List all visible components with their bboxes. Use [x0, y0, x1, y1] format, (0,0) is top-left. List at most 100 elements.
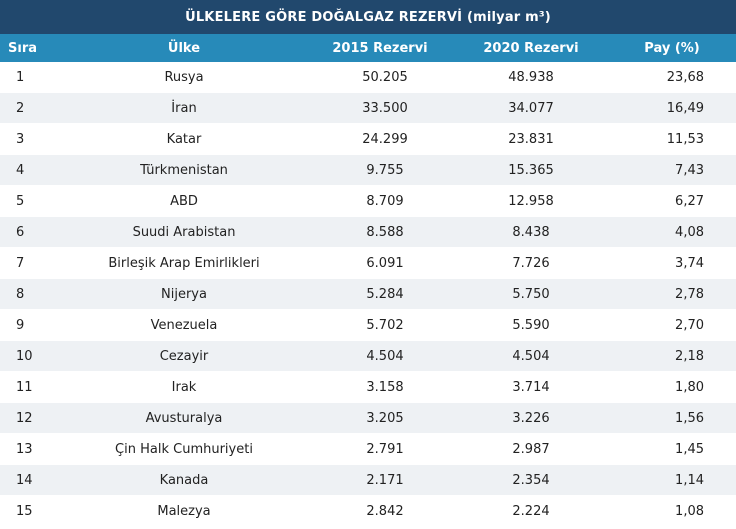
table-body: 1 Rusya 50.205 48.938 23,68 2 İran 33.500 34.077… — [0, 62, 736, 527]
cell-country: Malezya — [62, 495, 306, 527]
cell-reserve-2015: 8.588 — [306, 216, 454, 248]
table-row: 14 Kanada 2.171 2.354 1,14 — [0, 464, 736, 496]
cell-country: Katar — [62, 123, 306, 155]
cell-share: 4,08 — [608, 216, 736, 248]
cell-rank: 14 — [0, 464, 62, 496]
cell-reserve-2020: 2.354 — [454, 464, 608, 496]
cell-country: Nijerya — [62, 278, 306, 310]
cell-reserve-2020: 2.987 — [454, 433, 608, 465]
table-row: 8 Nijerya 5.284 5.750 2,78 — [0, 278, 736, 310]
table-row: 3 Katar 24.299 23.831 11,53 — [0, 123, 736, 155]
table-row: 4 Türkmenistan 9.755 15.365 7,43 — [0, 154, 736, 186]
cell-reserve-2015: 3.205 — [306, 402, 454, 434]
cell-rank: 9 — [0, 309, 62, 341]
cell-rank: 2 — [0, 92, 62, 124]
cell-reserve-2020: 15.365 — [454, 154, 608, 186]
cell-reserve-2020: 7.726 — [454, 247, 608, 279]
cell-reserve-2015: 5.702 — [306, 309, 454, 341]
cell-rank: 3 — [0, 123, 62, 155]
cell-rank: 12 — [0, 402, 62, 434]
cell-country: Türkmenistan — [62, 154, 306, 186]
cell-reserve-2020: 2.224 — [454, 495, 608, 527]
cell-reserve-2020: 48.938 — [454, 62, 608, 93]
cell-country: Cezayir — [62, 340, 306, 372]
cell-share: 7,43 — [608, 154, 736, 186]
cell-reserve-2020: 5.590 — [454, 309, 608, 341]
table-row: 12 Avusturalya 3.205 3.226 1,56 — [0, 402, 736, 434]
cell-rank: 11 — [0, 371, 62, 403]
cell-share: 2,78 — [608, 278, 736, 310]
cell-share: 2,18 — [608, 340, 736, 372]
table-row: 1 Rusya 50.205 48.938 23,68 — [0, 62, 736, 93]
cell-country: Birleşik Arap Emirlikleri — [62, 247, 306, 279]
cell-country: Çin Halk Cumhuriyeti — [62, 433, 306, 465]
cell-reserve-2020: 23.831 — [454, 123, 608, 155]
cell-reserve-2015: 8.709 — [306, 185, 454, 217]
cell-reserve-2015: 2.842 — [306, 495, 454, 527]
cell-rank: 5 — [0, 185, 62, 217]
cell-reserve-2015: 24.299 — [306, 123, 454, 155]
cell-rank: 7 — [0, 247, 62, 279]
cell-country: Venezuela — [62, 309, 306, 341]
cell-share: 1,08 — [608, 495, 736, 527]
cell-country: Avusturalya — [62, 402, 306, 434]
cell-share: 16,49 — [608, 92, 736, 124]
cell-share: 23,68 — [608, 62, 736, 93]
cell-reserve-2015: 50.205 — [306, 62, 454, 93]
header-rank: Sıra — [0, 34, 62, 62]
header-country: Ülke — [62, 34, 306, 62]
table-row: 2 İran 33.500 34.077 16,49 — [0, 92, 736, 124]
cell-country: İran — [62, 92, 306, 124]
cell-reserve-2020: 4.504 — [454, 340, 608, 372]
cell-reserve-2015: 2.171 — [306, 464, 454, 496]
table-row: 15 Malezya 2.842 2.224 1,08 — [0, 495, 736, 527]
cell-reserve-2020: 3.226 — [454, 402, 608, 434]
cell-reserve-2015: 3.158 — [306, 371, 454, 403]
cell-share: 2,70 — [608, 309, 736, 341]
table-row: 7 Birleşik Arap Emirlikleri 6.091 7.726 3,74 — [0, 247, 736, 279]
header-reserve-2020: 2020 Rezervi — [454, 34, 608, 62]
cell-rank: 8 — [0, 278, 62, 310]
table-title: ÜLKELERE GÖRE DOĞALGAZ REZERVİ (milyar m… — [0, 0, 736, 34]
table-row: 10 Cezayir 4.504 4.504 2,18 — [0, 340, 736, 372]
cell-reserve-2015: 5.284 — [306, 278, 454, 310]
cell-reserve-2020: 34.077 — [454, 92, 608, 124]
header-reserve-2015: 2015 Rezervi — [306, 34, 454, 62]
cell-rank: 10 — [0, 340, 62, 372]
cell-reserve-2020: 8.438 — [454, 216, 608, 248]
reserve-table: Sıra Ülke 2015 Rezervi 2020 Rezervi Pay … — [0, 34, 736, 527]
cell-reserve-2015: 4.504 — [306, 340, 454, 372]
cell-rank: 13 — [0, 433, 62, 465]
cell-reserve-2015: 6.091 — [306, 247, 454, 279]
cell-rank: 4 — [0, 154, 62, 186]
cell-share: 1,45 — [608, 433, 736, 465]
cell-share: 1,56 — [608, 402, 736, 434]
cell-share: 1,14 — [608, 464, 736, 496]
cell-country: Suudi Arabistan — [62, 216, 306, 248]
cell-country: ABD — [62, 185, 306, 217]
cell-country: Irak — [62, 371, 306, 403]
cell-share: 1,80 — [608, 371, 736, 403]
cell-rank: 1 — [0, 62, 62, 93]
cell-reserve-2015: 9.755 — [306, 154, 454, 186]
cell-share: 3,74 — [608, 247, 736, 279]
cell-reserve-2015: 33.500 — [306, 92, 454, 124]
cell-country: Kanada — [62, 464, 306, 496]
cell-rank: 6 — [0, 216, 62, 248]
cell-reserve-2020: 3.714 — [454, 371, 608, 403]
table-row: 9 Venezuela 5.702 5.590 2,70 — [0, 309, 736, 341]
cell-rank: 15 — [0, 495, 62, 527]
cell-reserve-2020: 5.750 — [454, 278, 608, 310]
cell-reserve-2015: 2.791 — [306, 433, 454, 465]
cell-reserve-2020: 12.958 — [454, 185, 608, 217]
table-row: 13 Çin Halk Cumhuriyeti 2.791 2.987 1,45 — [0, 433, 736, 465]
header-row: Sıra Ülke 2015 Rezervi 2020 Rezervi Pay … — [0, 34, 736, 62]
table-row: 11 Irak 3.158 3.714 1,80 — [0, 371, 736, 403]
cell-country: Rusya — [62, 62, 306, 93]
header-share: Pay (%) — [608, 34, 736, 62]
table-row: 5 ABD 8.709 12.958 6,27 — [0, 185, 736, 217]
table-row: 6 Suudi Arabistan 8.588 8.438 4,08 — [0, 216, 736, 248]
cell-share: 6,27 — [608, 185, 736, 217]
cell-share: 11,53 — [608, 123, 736, 155]
